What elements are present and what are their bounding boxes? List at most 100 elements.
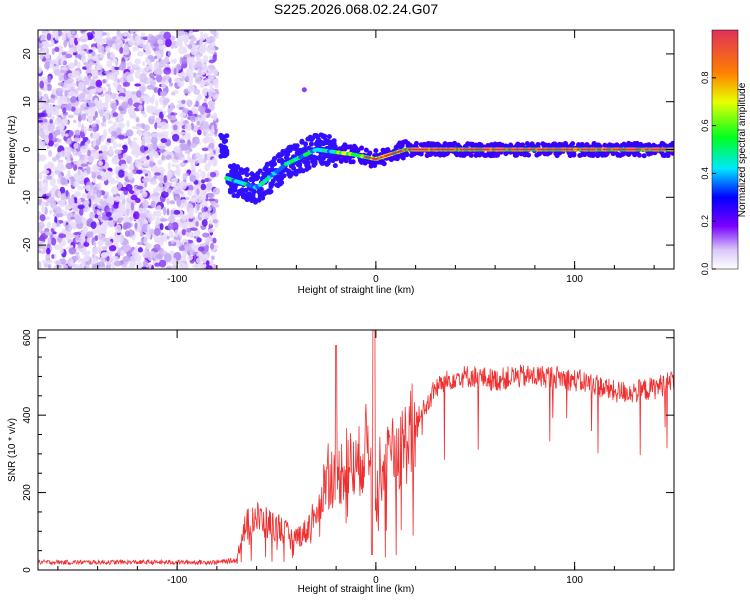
- heatmap-noise-cell: [158, 145, 166, 149]
- heatmap-noise-cell: [212, 93, 219, 99]
- heatmap-noise-cell: [189, 227, 198, 231]
- heatmap-noise-cell: [214, 203, 220, 208]
- heatmap-noise-cell: [91, 253, 95, 259]
- heatmap-noise-cell: [142, 113, 147, 118]
- heatmap-noise-cell: [83, 80, 89, 86]
- heatmap-noise-cell: [174, 229, 179, 238]
- heatmap-noise-cell: [104, 93, 111, 98]
- heatmap-noise-cell: [104, 70, 112, 74]
- heatmap-noise-cell: [212, 187, 221, 195]
- heatmap-noise-cell: [191, 242, 196, 251]
- heatmap-noise-cell: [184, 123, 192, 132]
- heatmap-noise-cell: [125, 201, 132, 211]
- heatmap-noise-cell: [54, 170, 62, 174]
- heatmap-noise-cell: [97, 231, 102, 238]
- heatmap-feature-cell: [223, 138, 229, 144]
- heatmap-noise-cell: [140, 32, 146, 37]
- heatmap-noise-cell: [40, 35, 46, 39]
- heatmap-noise-cell: [70, 105, 76, 112]
- heatmap-noise-cell: [46, 161, 55, 171]
- heatmap-noise-cell: [70, 82, 77, 87]
- heatmap-feature-cell: [322, 133, 328, 139]
- heatmap-noise-cell: [127, 97, 133, 106]
- heatmap-noise-cell: [58, 165, 66, 171]
- heatmap-noise-cell: [197, 246, 205, 252]
- heatmap-feature-cell: [244, 172, 250, 178]
- heatmap-noise-cell: [176, 30, 184, 37]
- heatmap-noise-cell: [51, 47, 55, 55]
- heatmap-noise-cell: [150, 200, 156, 209]
- heatmap-noise-cell: [51, 221, 57, 230]
- heatmap-noise-cell: [114, 195, 121, 203]
- heatmap-noise-cell: [181, 76, 186, 81]
- top-x-tick-label: 100: [566, 274, 583, 285]
- heatmap-noise-cell: [103, 129, 108, 138]
- heatmap-noise-cell: [167, 113, 171, 120]
- heatmap-noise-cell: [83, 106, 89, 110]
- heatmap-noise-cell: [196, 120, 201, 126]
- heatmap-noise-cell: [153, 152, 159, 159]
- heatmap-noise-cell: [156, 238, 160, 244]
- heatmap-noise-cell: [70, 176, 74, 186]
- heatmap-noise-cell: [111, 65, 115, 74]
- heatmap-noise-cell: [115, 126, 122, 134]
- heatmap-noise-cell: [88, 86, 96, 90]
- heatmap-feature-cell: [535, 142, 541, 148]
- heatmap-noise-cell: [49, 97, 56, 104]
- heatmap-noise-cell: [121, 101, 128, 110]
- heatmap-noise-cell: [74, 129, 80, 136]
- heatmap-noise-cell: [68, 91, 77, 97]
- heatmap-noise-cell: [67, 169, 71, 177]
- heatmap-noise-cell: [137, 207, 145, 214]
- heatmap-noise-cell: [117, 122, 126, 129]
- heatmap-noise-cell: [49, 119, 53, 124]
- heatmap-noise-cell: [102, 79, 106, 84]
- heatmap-noise-cell: [97, 240, 104, 246]
- heatmap-noise-cell: [55, 206, 62, 214]
- heatmap-noise-cell: [72, 180, 80, 188]
- heatmap-feature-cell: [641, 153, 647, 159]
- heatmap-noise-cell: [155, 253, 164, 260]
- heatmap-noise-cell: [160, 130, 169, 137]
- heatmap-noise-cell: [98, 201, 107, 205]
- heatmap-noise-cell: [195, 116, 201, 123]
- heatmap-feature-cell: [332, 163, 338, 169]
- heatmap-noise-cell: [46, 33, 52, 41]
- heatmap-noise-cell: [213, 68, 219, 77]
- heatmap-noise-cell: [166, 235, 170, 240]
- heatmap-noise-cell: [110, 52, 116, 59]
- heatmap-feature-cell: [243, 187, 249, 193]
- heatmap-noise-cell: [57, 190, 62, 198]
- heatmap-noise-cell: [60, 67, 68, 71]
- snr-frame: [37, 329, 675, 571]
- heatmap-noise-cell: [125, 132, 131, 137]
- heatmap-noise-cell: [122, 32, 128, 37]
- heatmap-noise-cell: [117, 247, 121, 253]
- heatmap-feature-cell: [514, 152, 520, 158]
- heatmap-noise-cell: [139, 213, 147, 217]
- heatmap-noise-cell: [190, 115, 197, 123]
- heatmap-noise-cell: [51, 237, 57, 246]
- heatmap-noise-cell: [110, 186, 119, 195]
- top-x-tick-label: 0: [373, 274, 379, 285]
- heatmap-noise-cell: [56, 87, 63, 91]
- heatmap-noise-cell: [39, 80, 45, 89]
- heatmap-noise-cell: [159, 90, 168, 97]
- heatmap-noise-cell: [204, 238, 211, 242]
- heatmap-noise-cell: [161, 154, 165, 161]
- heatmap-noise-cell: [158, 45, 166, 50]
- heatmap-noise-cell: [68, 247, 77, 255]
- heatmap-noise-cell: [153, 109, 160, 115]
- heatmap-noise-cell: [66, 138, 72, 145]
- heatmap-noise-cell: [105, 170, 112, 179]
- heatmap-noise-cell: [105, 212, 112, 218]
- heatmap-noise-cell: [81, 258, 86, 266]
- heatmap-noise-cell: [138, 43, 144, 48]
- heatmap-noise-cell: [106, 255, 110, 262]
- heatmap-feature-cell: [281, 173, 287, 179]
- heatmap-noise-cell: [194, 229, 200, 237]
- heatmap-noise-cell: [132, 47, 137, 52]
- heatmap-noise-cell: [136, 123, 142, 128]
- heatmap-noise-cell: [171, 163, 176, 167]
- heatmap-noise-cell: [165, 154, 172, 160]
